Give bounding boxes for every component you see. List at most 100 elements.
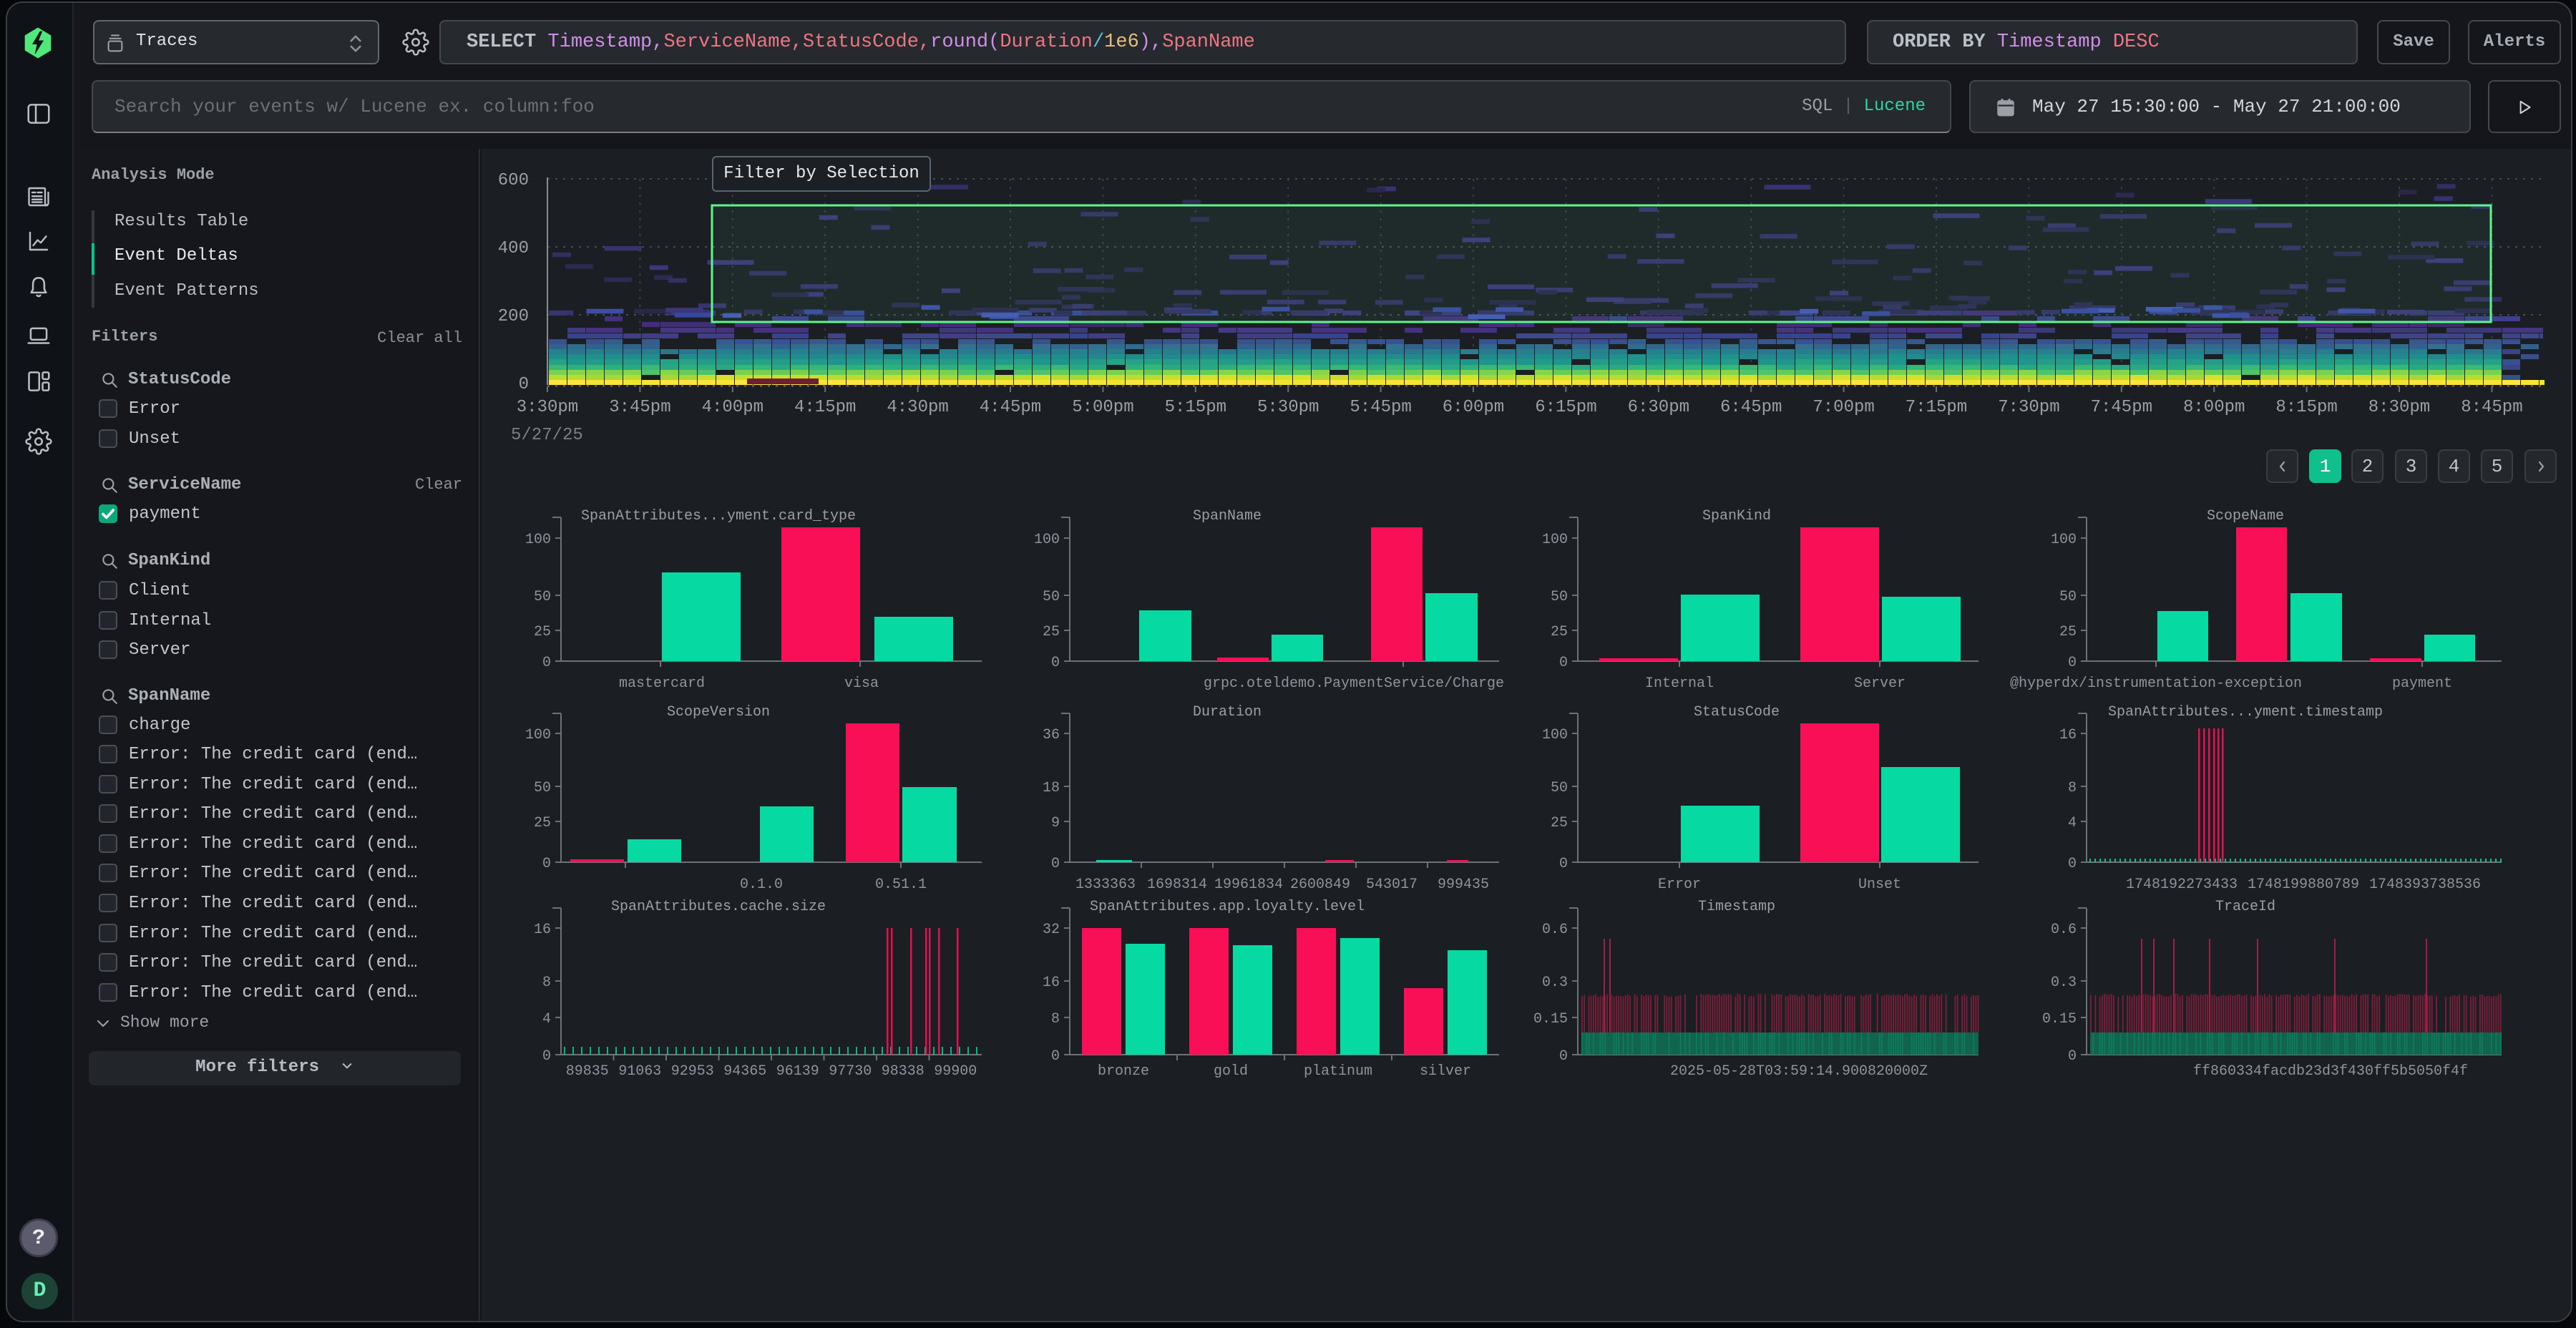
svg-text:0.15: 0.15 [1533, 1011, 1568, 1027]
svg-text:SpanAttributes...yment.timesta: SpanAttributes...yment.timestamp [2108, 704, 2383, 721]
svg-text:32: 32 [1043, 922, 1060, 938]
svg-text:payment: payment [2392, 675, 2452, 692]
svg-text:16: 16 [1043, 975, 1060, 991]
svg-text:0: 0 [542, 856, 551, 872]
svg-text:Error: Error [1658, 877, 1701, 893]
svg-text:0: 0 [1559, 655, 1568, 671]
svg-text:mastercard: mastercard [619, 675, 705, 692]
svg-text:@hyperdx/instrumentation-excep: @hyperdx/instrumentation-exception [2010, 675, 2302, 692]
svg-text:Timestamp: Timestamp [1698, 899, 1775, 915]
svg-text:8:00pm: 8:00pm [2183, 398, 2245, 417]
svg-text:8:15pm: 8:15pm [2275, 398, 2337, 417]
svg-text:91063: 91063 [618, 1063, 661, 1080]
svg-text:6:45pm: 6:45pm [1720, 398, 1782, 417]
svg-text:4:15pm: 4:15pm [794, 398, 856, 417]
svg-text:platinum: platinum [1304, 1063, 1372, 1080]
svg-text:50: 50 [1043, 589, 1060, 605]
svg-text:Internal: Internal [1645, 675, 1714, 692]
svg-text:25: 25 [534, 815, 551, 831]
svg-text:bronze: bronze [1098, 1063, 1149, 1080]
svg-text:ScopeName: ScopeName [2207, 508, 2284, 524]
svg-text:0: 0 [1051, 655, 1060, 671]
svg-text:Duration: Duration [1193, 704, 1262, 721]
svg-text:2600849: 2600849 [1290, 877, 1350, 893]
svg-text:94365: 94365 [723, 1063, 766, 1080]
svg-text:0: 0 [2068, 1048, 2077, 1065]
svg-text:89835: 89835 [566, 1063, 609, 1080]
svg-text:8: 8 [542, 975, 551, 991]
svg-text:100: 100 [1542, 727, 1568, 743]
svg-text:SpanAttributes.app.loyalty.lev: SpanAttributes.app.loyalty.level [1090, 899, 1365, 915]
svg-text:200: 200 [498, 307, 529, 326]
svg-text:0.15: 0.15 [2042, 1011, 2077, 1027]
svg-text:ff860334facdb23d3f430ff5b5050f: ff860334facdb23d3f430ff5b5050f4f [2193, 1063, 2468, 1080]
svg-text:50: 50 [1551, 589, 1568, 605]
svg-text:Unset: Unset [1858, 877, 1901, 893]
svg-text:7:00pm: 7:00pm [1813, 398, 1874, 417]
svg-text:18: 18 [1043, 780, 1060, 796]
svg-text:0.3: 0.3 [1542, 975, 1568, 991]
svg-text:16: 16 [534, 922, 551, 938]
svg-text:1748192273433: 1748192273433 [2126, 877, 2238, 893]
svg-text:5:15pm: 5:15pm [1165, 398, 1226, 417]
svg-text:gold: gold [1214, 1063, 1248, 1080]
svg-text:9: 9 [1051, 815, 1060, 831]
svg-text:999435: 999435 [1438, 877, 1489, 893]
svg-text:visa: visa [844, 675, 879, 692]
svg-text:0: 0 [2068, 856, 2077, 872]
svg-text:0.6: 0.6 [2051, 922, 2077, 938]
svg-text:92953: 92953 [671, 1063, 714, 1080]
svg-text:8: 8 [1051, 1011, 1060, 1027]
svg-text:5:45pm: 5:45pm [1350, 398, 1411, 417]
svg-text:5/27/25: 5/27/25 [511, 426, 583, 445]
svg-text:100: 100 [525, 727, 551, 743]
svg-text:25: 25 [534, 624, 551, 640]
svg-text:8:30pm: 8:30pm [2368, 398, 2430, 417]
svg-text:0: 0 [1051, 856, 1060, 872]
svg-text:25: 25 [2059, 624, 2077, 640]
svg-text:5:00pm: 5:00pm [1072, 398, 1133, 417]
svg-text:1333363: 1333363 [1075, 877, 1136, 893]
svg-text:6:30pm: 6:30pm [1628, 398, 1689, 417]
svg-text:silver: silver [1420, 1063, 1471, 1080]
svg-text:SpanName: SpanName [1193, 508, 1262, 524]
svg-text:100: 100 [1542, 532, 1568, 548]
svg-text:2025-05-28T03:59:14.900820000Z: 2025-05-28T03:59:14.900820000Z [1670, 1063, 1928, 1080]
svg-text:TraceId: TraceId [2215, 899, 2275, 915]
svg-text:1748199880789: 1748199880789 [2248, 877, 2359, 893]
svg-text:SpanKind: SpanKind [1702, 508, 1771, 524]
svg-text:98338: 98338 [882, 1063, 924, 1080]
svg-text:25: 25 [1551, 624, 1568, 640]
svg-text:25: 25 [1551, 815, 1568, 831]
svg-text:ScopeVersion: ScopeVersion [667, 704, 770, 721]
svg-text:1748393738536: 1748393738536 [2369, 877, 2481, 893]
svg-text:400: 400 [498, 239, 529, 258]
svg-text:0.6: 0.6 [1542, 922, 1568, 938]
svg-text:4:30pm: 4:30pm [887, 398, 948, 417]
svg-text:4: 4 [2068, 815, 2077, 831]
svg-text:0: 0 [1559, 1048, 1568, 1065]
svg-text:0.51.1: 0.51.1 [875, 877, 927, 893]
svg-text:96139: 96139 [776, 1063, 819, 1080]
svg-text:4:45pm: 4:45pm [980, 398, 1041, 417]
svg-text:99900: 99900 [934, 1063, 977, 1080]
svg-text:50: 50 [1551, 780, 1568, 796]
svg-text:StatusCode: StatusCode [1694, 704, 1780, 721]
svg-text:100: 100 [525, 532, 551, 548]
svg-text:3:30pm: 3:30pm [517, 398, 578, 417]
svg-text:50: 50 [534, 780, 551, 796]
svg-text:0: 0 [1559, 856, 1568, 872]
svg-text:0: 0 [519, 375, 529, 394]
svg-text:8: 8 [2068, 780, 2077, 796]
svg-text:4: 4 [542, 1011, 551, 1027]
svg-text:5:30pm: 5:30pm [1257, 398, 1319, 417]
svg-text:SpanAttributes.cache.size: SpanAttributes.cache.size [611, 899, 826, 915]
svg-text:19961834: 19961834 [1214, 877, 1283, 893]
svg-text:7:45pm: 7:45pm [2091, 398, 2152, 417]
svg-text:0: 0 [1051, 1048, 1060, 1065]
svg-text:4:00pm: 4:00pm [702, 398, 763, 417]
svg-text:7:15pm: 7:15pm [1906, 398, 1967, 417]
svg-text:0.1.0: 0.1.0 [740, 877, 783, 893]
svg-text:36: 36 [1043, 727, 1060, 743]
svg-text:0: 0 [542, 655, 551, 671]
